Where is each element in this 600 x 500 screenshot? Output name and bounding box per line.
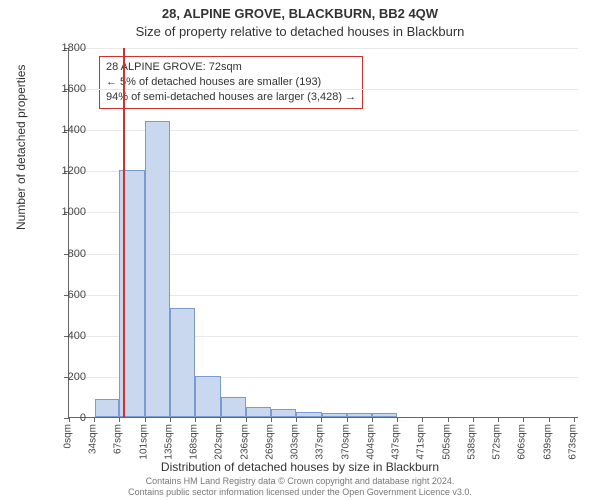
xtick-mark — [195, 417, 196, 422]
xtick-mark — [372, 417, 373, 422]
histogram-bar — [221, 397, 247, 417]
xtick-label: 0sqm — [63, 424, 74, 448]
xtick-label: 337sqm — [315, 424, 326, 460]
ytick-label: 600 — [46, 289, 86, 301]
attribution-footer: Contains HM Land Registry data © Crown c… — [0, 476, 600, 499]
xtick-label: 538sqm — [466, 424, 477, 460]
histogram-bar — [195, 376, 221, 417]
xtick-label: 303sqm — [290, 424, 301, 460]
xtick-label: 67sqm — [113, 424, 124, 454]
xtick-mark — [498, 417, 499, 422]
xtick-mark — [170, 417, 171, 422]
xtick-mark — [422, 417, 423, 422]
xtick-label: 505sqm — [441, 424, 452, 460]
histogram-bar — [322, 413, 347, 417]
xtick-label: 437sqm — [391, 424, 402, 460]
y-axis-label: Number of detached properties — [14, 65, 28, 230]
ytick-label: 400 — [46, 330, 86, 342]
footer-line-2: Contains public sector information licen… — [0, 487, 600, 498]
histogram-plot-area: 28 ALPINE GROVE: 72sqm ← 5% of detached … — [68, 48, 578, 418]
ytick-label: 200 — [46, 371, 86, 383]
ytick-label: 800 — [46, 248, 86, 260]
xtick-label: 673sqm — [567, 424, 578, 460]
xtick-label: 34sqm — [88, 424, 99, 454]
xtick-label: 168sqm — [189, 424, 200, 460]
histogram-bar — [95, 399, 120, 418]
xtick-mark — [523, 417, 524, 422]
ytick-label: 1000 — [46, 206, 86, 218]
xtick-label: 135sqm — [163, 424, 174, 460]
histogram-bar — [347, 413, 373, 417]
histogram-bar — [246, 407, 271, 417]
xtick-mark — [473, 417, 474, 422]
ytick-label: 0 — [46, 412, 86, 424]
xtick-mark — [347, 417, 348, 422]
footer-line-1: Contains HM Land Registry data © Crown c… — [0, 476, 600, 487]
xtick-label: 236sqm — [239, 424, 250, 460]
histogram-bar — [145, 121, 171, 417]
annotation-line-3: 94% of semi-detached houses are larger (… — [106, 90, 356, 105]
property-marker-line — [123, 48, 125, 417]
xtick-mark — [145, 417, 146, 422]
annotation-line-1: 28 ALPINE GROVE: 72sqm — [106, 60, 356, 75]
xtick-label: 639sqm — [542, 424, 553, 460]
histogram-bar — [271, 409, 297, 417]
page-subtitle: Size of property relative to detached ho… — [0, 24, 600, 39]
xtick-mark — [94, 417, 95, 422]
xtick-label: 202sqm — [214, 424, 225, 460]
xtick-mark — [271, 417, 272, 422]
gridline-h — [69, 89, 578, 90]
xtick-mark — [574, 417, 575, 422]
xtick-mark — [119, 417, 120, 422]
xtick-label: 370sqm — [340, 424, 351, 460]
xtick-label: 101sqm — [138, 424, 149, 460]
xtick-mark — [321, 417, 322, 422]
xtick-mark — [246, 417, 247, 422]
xtick-label: 404sqm — [365, 424, 376, 460]
xtick-mark — [220, 417, 221, 422]
xtick-label: 572sqm — [492, 424, 503, 460]
xtick-label: 269sqm — [264, 424, 275, 460]
xtick-mark — [448, 417, 449, 422]
xtick-mark — [549, 417, 550, 422]
x-axis-label: Distribution of detached houses by size … — [0, 460, 600, 474]
histogram-bar — [170, 308, 195, 417]
ytick-label: 1800 — [46, 42, 86, 54]
xtick-mark — [296, 417, 297, 422]
annotation-line-2: ← 5% of detached houses are smaller (193… — [106, 75, 356, 90]
ytick-label: 1400 — [46, 124, 86, 136]
histogram-bar — [296, 412, 322, 417]
xtick-label: 471sqm — [416, 424, 427, 460]
ytick-label: 1200 — [46, 165, 86, 177]
xtick-mark — [397, 417, 398, 422]
histogram-bar — [372, 413, 397, 417]
page-title-address: 28, ALPINE GROVE, BLACKBURN, BB2 4QW — [0, 6, 600, 21]
xtick-label: 606sqm — [517, 424, 528, 460]
ytick-label: 1600 — [46, 83, 86, 95]
gridline-h — [69, 48, 578, 49]
annotation-callout: 28 ALPINE GROVE: 72sqm ← 5% of detached … — [99, 56, 363, 109]
